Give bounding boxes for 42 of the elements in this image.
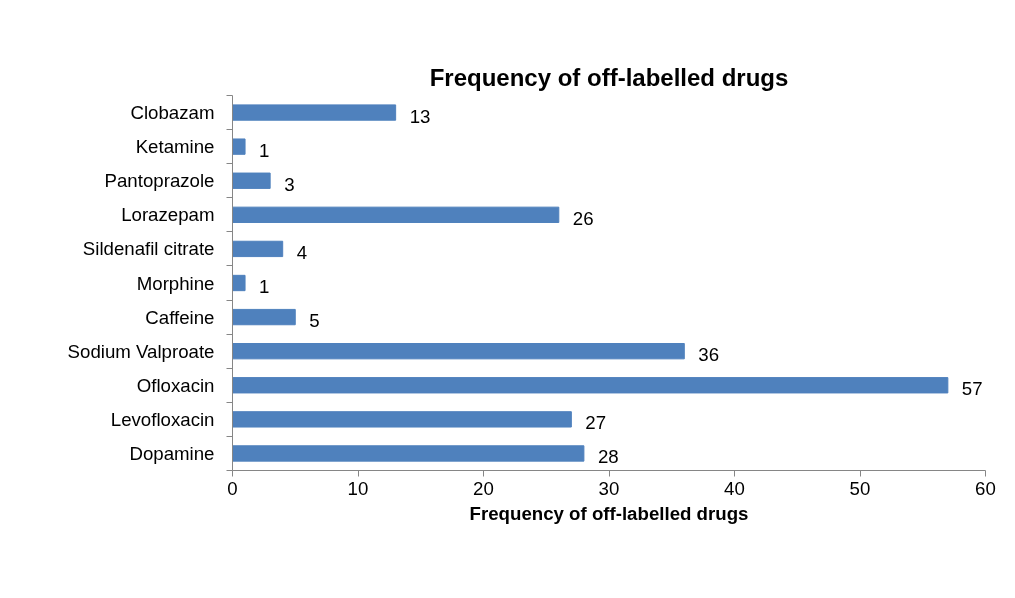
bar — [232, 138, 246, 155]
x-tick-label: 60 — [975, 477, 996, 499]
bar — [232, 274, 246, 292]
data-label: 13 — [409, 105, 431, 127]
x-axis-title: Frequency of off-labelled drugs — [469, 502, 749, 524]
data-label: 27 — [585, 412, 607, 434]
y-tick-label: Sodium Valproate — [67, 340, 215, 362]
y-tick-label: Clobazam — [130, 102, 215, 124]
chart-title: Frequency of off-labelled drugs — [429, 63, 789, 91]
x-tick-label: 10 — [347, 477, 369, 499]
y-tick-label: Sildenafil citrate — [82, 238, 215, 260]
x-tick-label: 30 — [598, 477, 620, 499]
bar — [232, 206, 560, 223]
bar — [232, 377, 949, 394]
data-label: 1 — [259, 276, 270, 297]
x-tick-label: 20 — [473, 477, 494, 499]
x-tick-label: 50 — [849, 477, 871, 499]
bar — [232, 172, 271, 189]
bar — [232, 445, 585, 462]
bar — [232, 308, 296, 326]
data-label: 5 — [309, 310, 320, 332]
data-label: 3 — [284, 173, 295, 195]
data-label: 36 — [698, 344, 720, 366]
y-tick-label: Pantoprazole — [104, 170, 215, 192]
bar — [232, 104, 397, 121]
y-tick-label: Dopamine — [129, 442, 215, 464]
data-label: 28 — [597, 446, 619, 468]
y-tick-label: Lorazepam — [121, 204, 215, 226]
x-tick-label: 0 — [227, 477, 238, 499]
y-tick-label: Levofloxacin — [110, 408, 215, 430]
bar — [232, 343, 685, 360]
x-tick-label: 40 — [724, 477, 745, 499]
y-tick-label: Morphine — [136, 272, 215, 294]
data-label: 26 — [572, 207, 594, 229]
y-tick-label: Ketamine — [135, 136, 215, 158]
data-label: 4 — [296, 241, 308, 263]
bar — [232, 411, 572, 428]
data-label: 1 — [259, 139, 270, 161]
data-label: 57 — [961, 378, 983, 400]
y-tick-label: Caffeine — [145, 306, 215, 328]
bar — [232, 240, 284, 258]
y-tick-label: Ofloxacin — [136, 374, 215, 396]
